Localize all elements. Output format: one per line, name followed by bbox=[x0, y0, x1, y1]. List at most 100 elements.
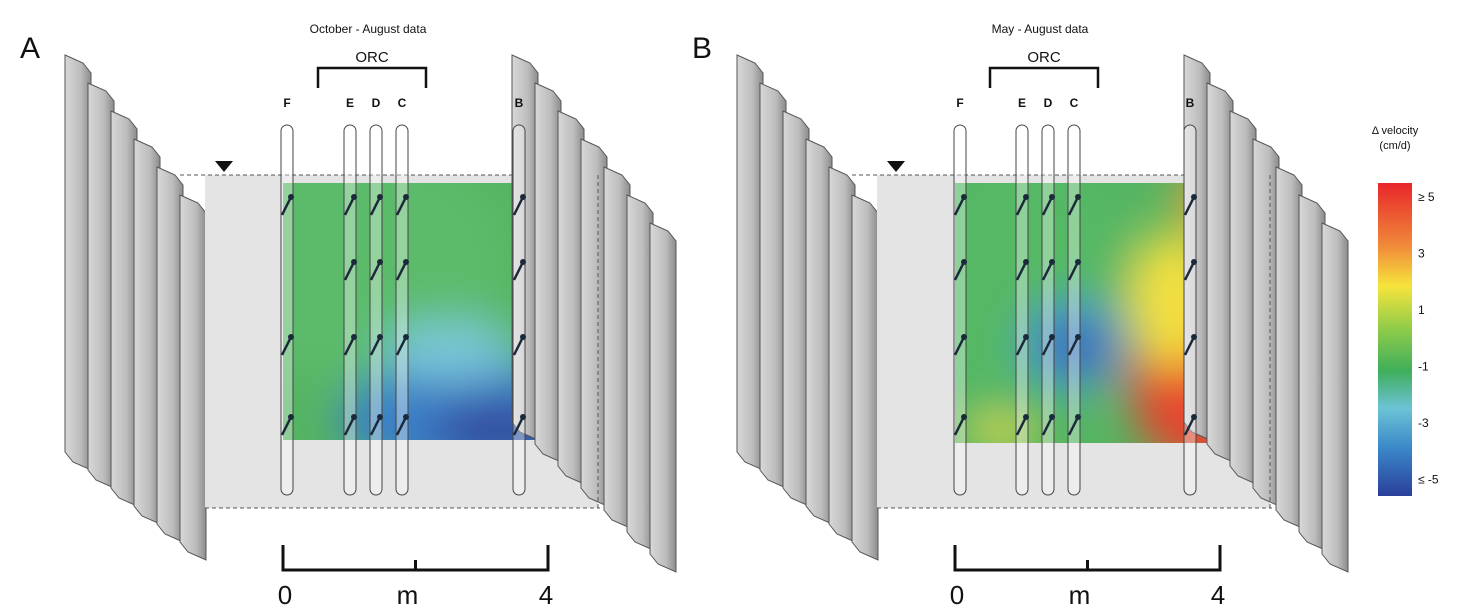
sheet-pile bbox=[1321, 222, 1349, 573]
well bbox=[512, 124, 526, 496]
sheet-pile bbox=[1298, 194, 1326, 551]
colorbar-unit: (cm/d) bbox=[1379, 140, 1410, 152]
flow-arrow bbox=[343, 416, 356, 436]
flow-arrow-head bbox=[1075, 259, 1081, 265]
flow-arrow-head bbox=[1075, 194, 1081, 200]
flow-arrow-head bbox=[1049, 334, 1055, 340]
sheet-pile bbox=[156, 166, 184, 543]
flow-arrow-head bbox=[1191, 334, 1197, 340]
flow-arrow-head bbox=[288, 414, 294, 420]
sheet-pile bbox=[1229, 110, 1257, 485]
scale-unit: m bbox=[397, 580, 419, 610]
well bbox=[1067, 124, 1081, 496]
flow-arrow-head bbox=[403, 414, 409, 420]
flow-arrow bbox=[1015, 261, 1028, 281]
flow-arrow bbox=[343, 196, 356, 216]
colorbar-tick-label: ≥ 5 bbox=[1418, 190, 1435, 204]
panel: F E D C B ORC B May - August data 0 m 4 bbox=[692, 22, 1349, 610]
sheet-pile bbox=[736, 54, 764, 471]
orc-label: ORC bbox=[355, 49, 389, 66]
panels: F E D C B ORC A October - August data 0 m 4 F E D C B OR… bbox=[20, 22, 1349, 610]
flow-arrow-head bbox=[351, 334, 357, 340]
flow-arrow-head bbox=[288, 194, 294, 200]
flow-arrow-head bbox=[1049, 194, 1055, 200]
heat-blobs bbox=[283, 183, 548, 440]
flow-arrow-head bbox=[1191, 194, 1197, 200]
sheet-pile bbox=[828, 166, 856, 543]
well-label: B bbox=[515, 96, 524, 110]
well-label: B bbox=[1186, 96, 1195, 110]
flow-arrow-head bbox=[403, 259, 409, 265]
flow-arrow-head bbox=[1075, 334, 1081, 340]
flow-arrow-head bbox=[520, 259, 526, 265]
well-label: D bbox=[372, 96, 381, 110]
well-label: E bbox=[346, 96, 354, 110]
well bbox=[1183, 124, 1197, 496]
flow-arrow-head bbox=[961, 414, 967, 420]
sheet-pile bbox=[580, 138, 608, 507]
sheet-pile bbox=[603, 166, 631, 529]
colorbar: Δ velocity (cm/d) ≥ 5 3 1 -1 -3 ≤ -5 bbox=[1372, 125, 1439, 496]
flow-arrow-head bbox=[961, 334, 967, 340]
sheet-pile bbox=[649, 222, 677, 573]
flow-arrow bbox=[280, 336, 293, 356]
well-label: F bbox=[283, 96, 290, 110]
orc-label: ORC bbox=[1027, 49, 1061, 66]
flow-arrow-head bbox=[520, 194, 526, 200]
orc-bracket bbox=[316, 66, 428, 88]
flow-arrow bbox=[1183, 261, 1196, 281]
flow-arrow-head bbox=[1023, 259, 1029, 265]
flow-arrow bbox=[953, 196, 966, 216]
panel-title: October - August data bbox=[310, 22, 427, 36]
well-label: E bbox=[1018, 96, 1026, 110]
scale-unit: m bbox=[1069, 580, 1091, 610]
flow-arrow-head bbox=[961, 259, 967, 265]
well-label: D bbox=[1044, 96, 1053, 110]
flow-arrow bbox=[369, 416, 382, 436]
water-level-marker bbox=[215, 161, 233, 172]
panel: F E D C B ORC A October - August data 0 m 4 bbox=[20, 22, 677, 610]
colorbar-tick-label: 1 bbox=[1418, 303, 1425, 317]
sheet-pile bbox=[87, 82, 115, 489]
flow-arrow bbox=[512, 336, 525, 356]
colorbar-tick-label: -3 bbox=[1418, 416, 1429, 430]
flow-arrow bbox=[343, 261, 356, 281]
flow-arrow bbox=[1183, 196, 1196, 216]
flow-arrow bbox=[1041, 261, 1054, 281]
flow-arrow-head bbox=[403, 194, 409, 200]
heat-blob bbox=[970, 420, 1030, 443]
panel-label: A bbox=[20, 32, 40, 65]
flow-arrow bbox=[1015, 196, 1028, 216]
sheet-pile bbox=[626, 194, 654, 551]
flow-arrow bbox=[369, 261, 382, 281]
panel-title: May - August data bbox=[992, 22, 1089, 36]
colorbar-scale bbox=[1378, 183, 1412, 496]
flow-arrow bbox=[369, 196, 382, 216]
well bbox=[1015, 124, 1029, 496]
scale-end: 4 bbox=[539, 580, 553, 610]
sheet-pile bbox=[805, 138, 833, 525]
flow-arrow-head bbox=[1023, 414, 1029, 420]
colorbar-tick-label: -1 bbox=[1418, 360, 1429, 374]
flow-arrow-head bbox=[377, 414, 383, 420]
well-label: C bbox=[398, 96, 407, 110]
flow-arrow bbox=[1015, 416, 1028, 436]
flow-arrow-head bbox=[377, 194, 383, 200]
sheet-pile bbox=[133, 138, 161, 525]
well bbox=[369, 124, 383, 496]
flow-arrow bbox=[395, 261, 408, 281]
heat-blob bbox=[380, 320, 520, 380]
flow-arrow bbox=[1067, 261, 1080, 281]
water-level-marker bbox=[887, 161, 905, 172]
flow-arrow-head bbox=[351, 194, 357, 200]
flow-arrow bbox=[512, 196, 525, 216]
flow-arrow-head bbox=[377, 259, 383, 265]
flow-arrow-head bbox=[1049, 259, 1055, 265]
flow-arrow-head bbox=[403, 334, 409, 340]
flow-arrow bbox=[280, 196, 293, 216]
scale-start: 0 bbox=[950, 580, 964, 610]
colorbar-title: Δ velocity bbox=[1372, 125, 1419, 137]
flow-arrow bbox=[512, 261, 525, 281]
flow-arrow-head bbox=[520, 334, 526, 340]
